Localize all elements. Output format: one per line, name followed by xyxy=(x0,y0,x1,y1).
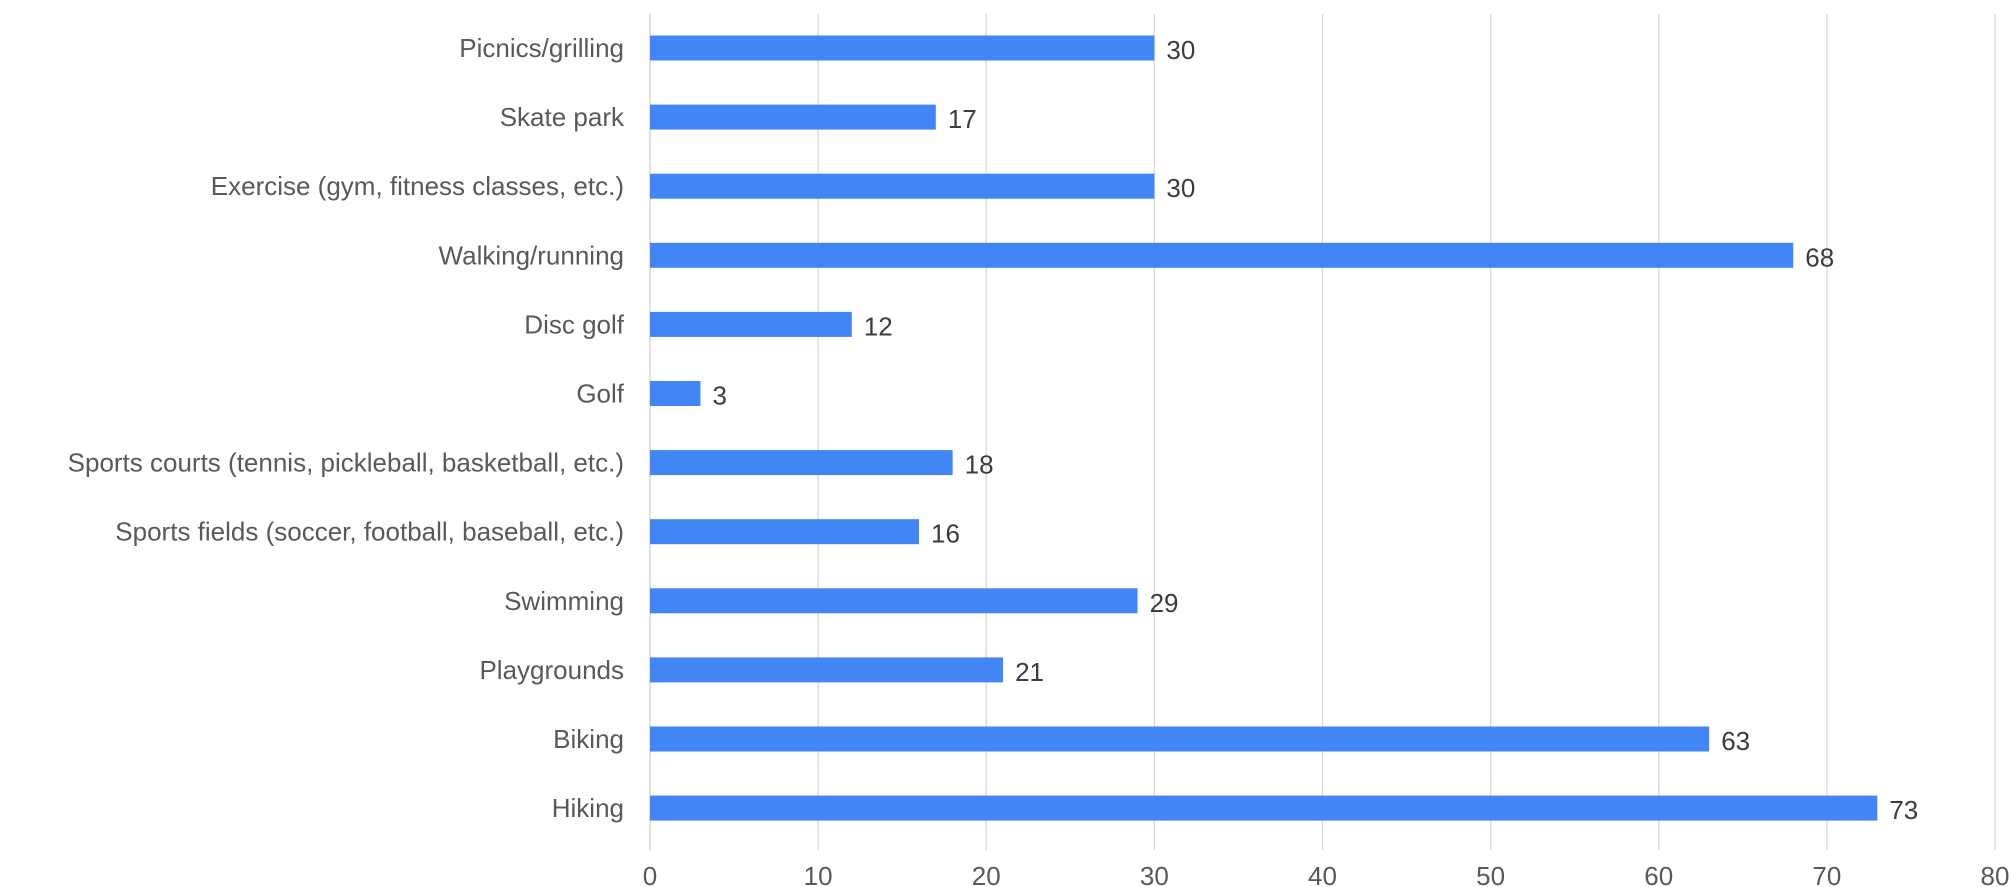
x-tick-label: 10 xyxy=(804,861,833,887)
x-tick-label: 20 xyxy=(972,861,1001,887)
category-label: Exercise (gym, fitness classes, etc.) xyxy=(211,171,624,201)
data-label: 12 xyxy=(864,311,893,341)
value-labels: 30 17 30 68 12 3 18 16 29 21 63 73 xyxy=(712,35,1918,825)
category-label: Biking xyxy=(553,724,624,754)
data-label: 3 xyxy=(712,381,726,411)
data-label: 63 xyxy=(1721,726,1750,756)
bar xyxy=(650,311,852,337)
category-label: Sports fields (soccer, football, basebal… xyxy=(115,517,624,547)
x-tick-label: 50 xyxy=(1476,861,1505,887)
x-tick-label: 70 xyxy=(1812,861,1841,887)
data-label: 16 xyxy=(931,519,960,549)
x-tick-label: 80 xyxy=(1981,861,2010,887)
data-label: 17 xyxy=(948,104,977,134)
category-label: Walking/running xyxy=(439,240,624,270)
bar xyxy=(650,104,936,130)
gridlines xyxy=(649,14,1996,850)
bar xyxy=(650,519,919,545)
x-tick-label: 60 xyxy=(1644,861,1673,887)
bar xyxy=(650,173,1155,199)
category-label: Swimming xyxy=(504,586,624,616)
category-label: Playgrounds xyxy=(479,655,624,685)
data-label: 73 xyxy=(1889,795,1918,825)
category-label: Disc golf xyxy=(524,309,624,339)
category-label: Skate park xyxy=(500,102,625,132)
category-label: Golf xyxy=(576,379,624,409)
category-label: Sports courts (tennis, pickleball, baske… xyxy=(68,448,624,478)
bar xyxy=(650,726,1710,752)
bar xyxy=(650,35,1155,61)
data-label: 18 xyxy=(965,450,994,480)
data-label: 30 xyxy=(1166,35,1195,65)
bar xyxy=(650,242,1794,268)
data-label: 21 xyxy=(1015,657,1044,687)
x-tick-label: 0 xyxy=(643,861,657,887)
data-label: 68 xyxy=(1805,242,1834,272)
data-label: 30 xyxy=(1166,173,1195,203)
x-axis-tick-labels: 0 10 20 30 40 50 60 70 80 xyxy=(643,861,2010,887)
category-label: Picnics/grilling xyxy=(459,33,624,63)
x-tick-label: 30 xyxy=(1140,861,1169,887)
x-tick-label: 40 xyxy=(1308,861,1337,887)
data-label: 29 xyxy=(1150,588,1179,618)
bar xyxy=(650,588,1138,614)
category-labels: Picnics/grilling Skate park Exercise (gym,… xyxy=(68,33,625,823)
bar xyxy=(650,795,1878,821)
bar xyxy=(650,450,953,476)
bar xyxy=(650,657,1004,683)
category-label: Hiking xyxy=(552,793,624,823)
bar xyxy=(650,381,701,406)
bars xyxy=(650,35,1878,821)
